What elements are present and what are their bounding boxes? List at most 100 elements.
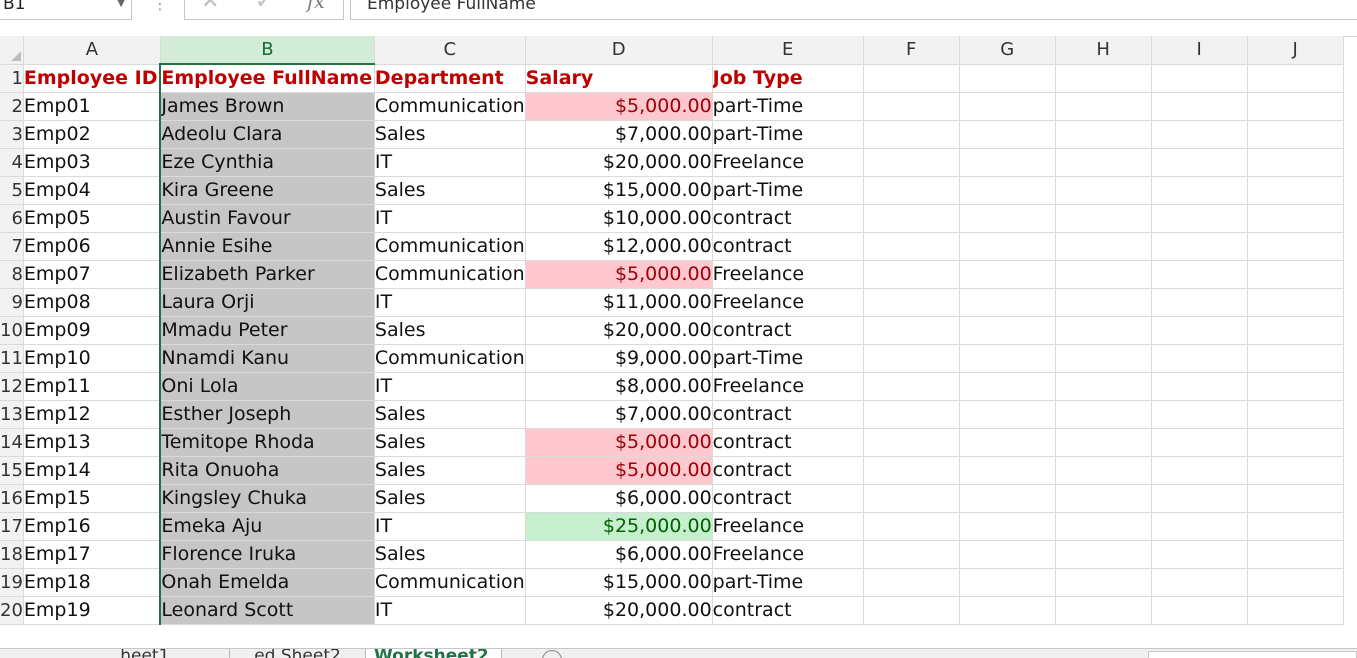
empty-cell[interactable] bbox=[959, 484, 1056, 513]
empty-cell[interactable] bbox=[1151, 232, 1248, 261]
department-cell[interactable]: Communication bbox=[374, 260, 526, 289]
empty-cell[interactable] bbox=[863, 484, 960, 513]
department-cell[interactable]: Sales bbox=[374, 316, 526, 345]
job-type-cell[interactable]: contract bbox=[712, 428, 864, 457]
empty-cell[interactable] bbox=[1151, 400, 1248, 429]
empty-cell[interactable] bbox=[863, 428, 960, 457]
salary-cell[interactable]: $5,000.00 bbox=[525, 428, 713, 457]
employee-name-cell[interactable]: Oni Lola bbox=[159, 372, 375, 401]
empty-cell[interactable] bbox=[1055, 260, 1152, 289]
empty-cell[interactable] bbox=[863, 568, 960, 597]
employee-name-cell[interactable]: Laura Orji bbox=[159, 288, 375, 317]
empty-cell[interactable] bbox=[1151, 540, 1248, 569]
empty-cell[interactable] bbox=[1055, 176, 1152, 205]
employee-id-cell[interactable]: Emp17 bbox=[23, 540, 161, 569]
empty-cell[interactable] bbox=[959, 428, 1056, 457]
employee-name-cell[interactable]: Esther Joseph bbox=[159, 400, 375, 429]
empty-cell[interactable] bbox=[1151, 288, 1248, 317]
job-type-cell[interactable]: Freelance bbox=[712, 288, 864, 317]
job-type-cell[interactable]: contract bbox=[712, 316, 864, 345]
row-header[interactable]: 10 bbox=[0, 316, 24, 345]
row-header[interactable]: 14 bbox=[0, 428, 24, 457]
column-header-b[interactable]: B bbox=[160, 36, 375, 65]
employee-id-cell[interactable]: Emp10 bbox=[23, 344, 161, 373]
salary-cell[interactable]: $20,000.00 bbox=[525, 596, 713, 625]
empty-cell[interactable] bbox=[1055, 456, 1152, 485]
sheet-tab-3-active[interactable]: Worksheet2 bbox=[366, 649, 502, 658]
employee-id-cell[interactable]: Emp12 bbox=[23, 400, 161, 429]
empty-cell[interactable] bbox=[959, 456, 1056, 485]
empty-cell[interactable] bbox=[863, 64, 960, 93]
empty-cell[interactable] bbox=[1247, 232, 1344, 261]
job-type-cell[interactable]: contract bbox=[712, 204, 864, 233]
department-cell[interactable]: Sales bbox=[374, 428, 526, 457]
job-type-cell[interactable]: Freelance bbox=[712, 512, 864, 541]
salary-cell[interactable]: $7,000.00 bbox=[525, 400, 713, 429]
empty-cell[interactable] bbox=[1055, 92, 1152, 121]
employee-name-cell[interactable]: Nnamdi Kanu bbox=[159, 344, 375, 373]
row-header[interactable]: 3 bbox=[0, 120, 24, 149]
empty-cell[interactable] bbox=[1055, 344, 1152, 373]
empty-cell[interactable] bbox=[1151, 148, 1248, 177]
employee-id-cell[interactable]: Emp05 bbox=[23, 204, 161, 233]
row-header[interactable]: 17 bbox=[0, 512, 24, 541]
salary-cell[interactable]: $7,000.00 bbox=[525, 120, 713, 149]
employee-id-cell[interactable]: Emp02 bbox=[23, 120, 161, 149]
employee-name-cell[interactable]: Emeka Aju bbox=[159, 512, 375, 541]
name-box[interactable]: B1 ▼ bbox=[0, 0, 132, 20]
empty-cell[interactable] bbox=[1151, 456, 1248, 485]
department-cell[interactable]: Communication bbox=[374, 344, 526, 373]
empty-cell[interactable] bbox=[1247, 288, 1344, 317]
column-header-a[interactable]: A bbox=[23, 36, 161, 65]
employee-name-cell[interactable]: Rita Onuoha bbox=[159, 456, 375, 485]
department-cell[interactable]: IT bbox=[374, 512, 526, 541]
job-type-cell[interactable]: part-Time bbox=[712, 176, 864, 205]
empty-cell[interactable] bbox=[1055, 316, 1152, 345]
row-header[interactable]: 16 bbox=[0, 484, 24, 513]
department-cell[interactable]: Communication bbox=[374, 92, 526, 121]
column-header-f[interactable]: F bbox=[863, 36, 960, 65]
row-header[interactable]: 8 bbox=[0, 260, 24, 289]
salary-cell[interactable]: $5,000.00 bbox=[525, 456, 713, 485]
empty-cell[interactable] bbox=[1247, 568, 1344, 597]
salary-cell[interactable]: $6,000.00 bbox=[525, 540, 713, 569]
empty-cell[interactable] bbox=[1151, 316, 1248, 345]
empty-cell[interactable] bbox=[1055, 568, 1152, 597]
empty-cell[interactable] bbox=[1247, 148, 1344, 177]
job-type-cell[interactable]: part-Time bbox=[712, 568, 864, 597]
row-header[interactable]: 11 bbox=[0, 344, 24, 373]
employee-name-cell[interactable]: Adeolu Clara bbox=[159, 120, 375, 149]
salary-cell[interactable]: $12,000.00 bbox=[525, 232, 713, 261]
employee-name-cell[interactable]: Temitope Rhoda bbox=[159, 428, 375, 457]
empty-cell[interactable] bbox=[959, 540, 1056, 569]
job-type-cell[interactable]: contract bbox=[712, 484, 864, 513]
empty-cell[interactable] bbox=[959, 176, 1056, 205]
empty-cell[interactable] bbox=[1055, 484, 1152, 513]
row-header[interactable]: 20 bbox=[0, 596, 24, 625]
empty-cell[interactable] bbox=[1247, 428, 1344, 457]
empty-cell[interactable] bbox=[1055, 596, 1152, 625]
empty-cell[interactable] bbox=[1247, 344, 1344, 373]
insert-function-icon[interactable]: fx bbox=[307, 0, 325, 13]
header-cell[interactable]: Salary bbox=[525, 64, 713, 93]
row-header[interactable]: 9 bbox=[0, 288, 24, 317]
row-header[interactable]: 1 bbox=[0, 64, 24, 93]
empty-cell[interactable] bbox=[959, 92, 1056, 121]
sheet-tab-2[interactable]: ...ed Sheet2 bbox=[230, 649, 366, 658]
employee-id-cell[interactable]: Emp04 bbox=[23, 176, 161, 205]
department-cell[interactable]: Communication bbox=[374, 568, 526, 597]
employee-name-cell[interactable]: James Brown bbox=[159, 92, 375, 121]
department-cell[interactable]: IT bbox=[374, 204, 526, 233]
empty-cell[interactable] bbox=[1151, 596, 1248, 625]
empty-cell[interactable] bbox=[863, 596, 960, 625]
employee-name-cell[interactable]: Eze Cynthia bbox=[159, 148, 375, 177]
empty-cell[interactable] bbox=[1055, 540, 1152, 569]
chevron-down-icon[interactable]: ▼ bbox=[117, 0, 125, 9]
row-header[interactable]: 19 bbox=[0, 568, 24, 597]
empty-cell[interactable] bbox=[1151, 64, 1248, 93]
department-cell[interactable]: IT bbox=[374, 288, 526, 317]
empty-cell[interactable] bbox=[1247, 316, 1344, 345]
salary-cell[interactable]: $15,000.00 bbox=[525, 568, 713, 597]
department-cell[interactable]: Sales bbox=[374, 456, 526, 485]
empty-cell[interactable] bbox=[1151, 120, 1248, 149]
